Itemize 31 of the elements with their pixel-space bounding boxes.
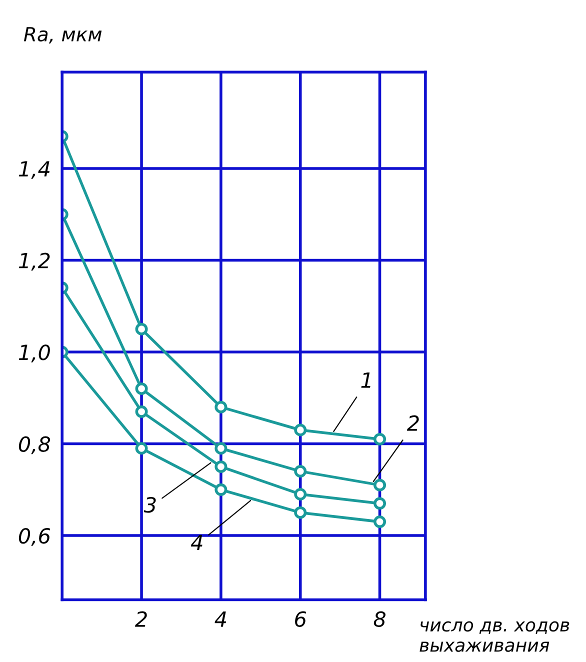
point [374, 478, 386, 492]
x-axis-title: число дв. ходов выхаживания [420, 621, 570, 652]
point [294, 424, 307, 436]
y-tick-label: 0,6 [18, 528, 50, 546]
point [135, 322, 148, 336]
y-tick-label: 0,8 [18, 436, 50, 454]
x-tick-label: 4 [214, 612, 226, 627]
point [374, 432, 386, 446]
text: 2 [406, 415, 419, 431]
point [374, 497, 386, 510]
x-tick-label: 8 [374, 611, 386, 628]
point [214, 442, 228, 455]
point [135, 382, 148, 395]
point [294, 488, 307, 500]
point [294, 465, 307, 478]
y-tick-label: 1,2 [18, 252, 50, 271]
point [294, 506, 307, 519]
y-tick-label: 1,4 [18, 161, 50, 179]
point [214, 400, 228, 414]
x-tick-label: 6 [295, 611, 306, 628]
point [135, 405, 148, 418]
point [374, 516, 386, 528]
point [214, 483, 228, 496]
point [135, 442, 148, 455]
text: 1 [361, 372, 370, 388]
x-tick-label: 2 [134, 611, 147, 627]
text: 4 [190, 534, 202, 550]
text: 3 [144, 496, 156, 513]
point [214, 460, 228, 473]
y-axis-title: Rа, мкм [24, 27, 102, 44]
y-tick-label: 1,0 [18, 344, 50, 362]
